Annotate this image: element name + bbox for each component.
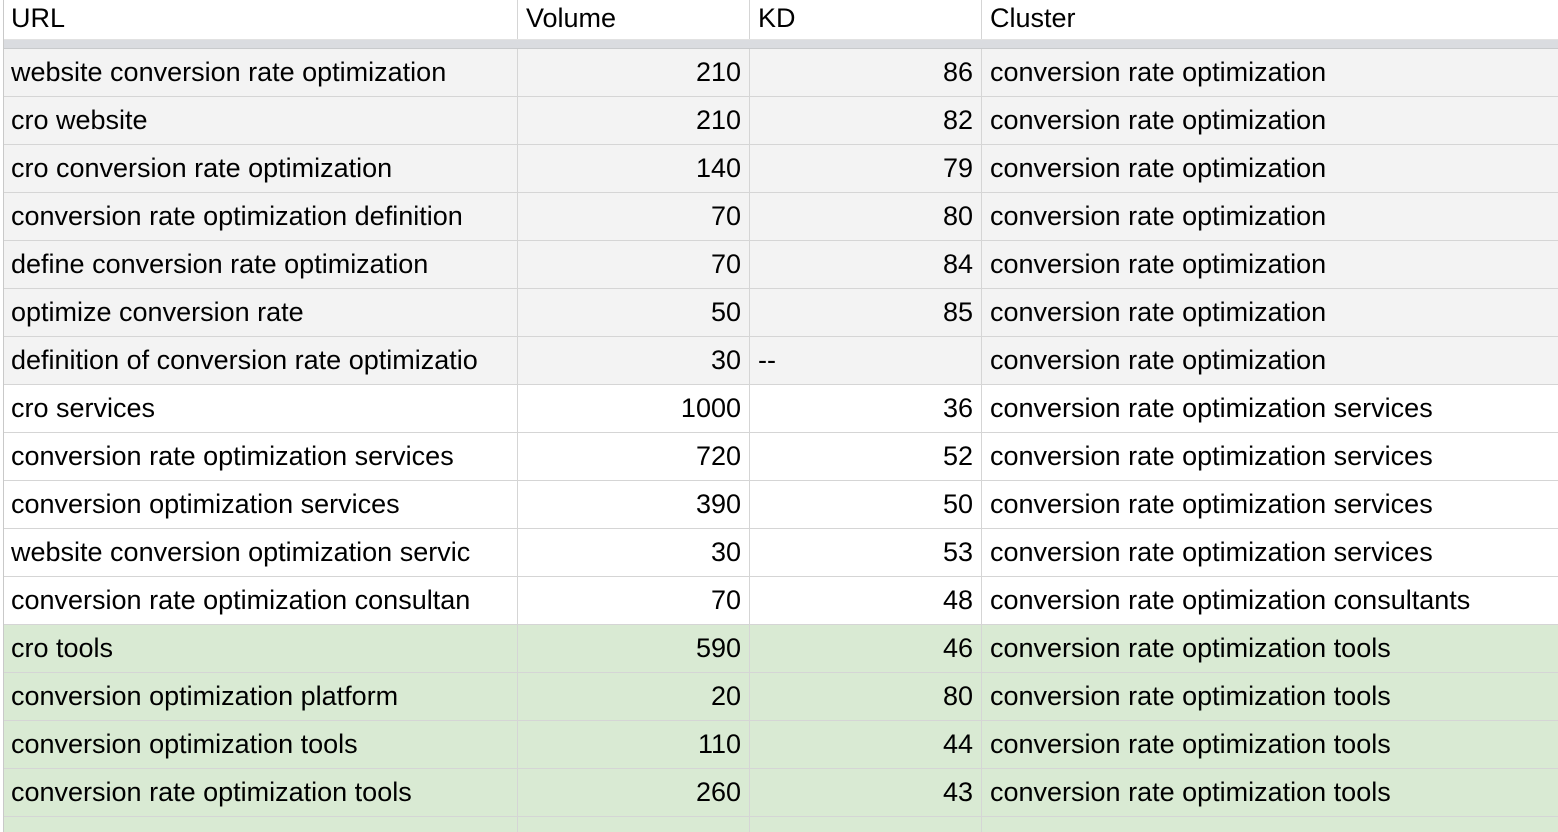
cell-volume[interactable]: 50 xyxy=(518,289,750,336)
column-header-url[interactable]: URL xyxy=(0,0,518,39)
column-header-cluster-label: Cluster xyxy=(990,3,1076,33)
table-row: conversion optimization tools 110 44 conver… xyxy=(0,721,1558,769)
cell-url[interactable]: cro services xyxy=(0,385,518,432)
table-row: conversion optimization platform 20 80 conv… xyxy=(0,673,1558,721)
table-row: definition of conversion rate optimizati… xyxy=(0,337,1558,385)
column-header-volume-label: Volume xyxy=(526,3,617,33)
cell-url[interactable]: conversion optimization services xyxy=(0,481,518,528)
cell-url[interactable]: conversion rate optimization definition xyxy=(0,193,518,240)
row-header-edge xyxy=(0,0,4,832)
cell-volume[interactable]: 30 xyxy=(518,337,750,384)
cell-cluster[interactable]: conversion rate optimization xyxy=(990,345,1327,375)
cell-cluster[interactable]: conversion rate optimization tools xyxy=(990,681,1391,711)
cell-kd[interactable]: 80 xyxy=(750,193,982,240)
cell-volume[interactable]: 210 xyxy=(518,97,750,144)
cell-cluster[interactable]: conversion rate optimization services xyxy=(990,537,1433,567)
cell-volume[interactable]: 140 xyxy=(518,145,750,192)
cell-volume[interactable]: 70 xyxy=(518,241,750,288)
cell-kd[interactable]: 43 xyxy=(750,769,982,816)
cell-cluster[interactable]: conversion rate optimization xyxy=(990,57,1327,87)
cell-url[interactable]: conversion optimization platform xyxy=(0,673,518,720)
cell-kd[interactable]: 53 xyxy=(750,529,982,576)
table-row: define conversion rate optimization 70 84 c… xyxy=(0,241,1558,289)
cell-url[interactable]: cro tools xyxy=(0,625,518,672)
cell-kd[interactable]: 52 xyxy=(750,433,982,480)
cell-kd[interactable]: 82 xyxy=(750,97,982,144)
column-header-kd-label: KD xyxy=(758,3,796,33)
cell-cluster[interactable]: conversion rate optimization tools xyxy=(990,729,1391,759)
cell-cluster[interactable]: conversion rate optimization xyxy=(990,153,1327,183)
cell-volume[interactable]: 390 xyxy=(518,481,750,528)
cell-url[interactable]: conversion optimization tools xyxy=(0,721,518,768)
cell-cluster[interactable]: conversion rate optimization services xyxy=(990,489,1433,519)
header-row: URL Volume KD Cluster xyxy=(0,0,1558,40)
cell-kd[interactable]: 86 xyxy=(750,49,982,96)
frozen-row-divider[interactable] xyxy=(0,40,1558,49)
column-header-kd[interactable]: KD xyxy=(750,0,982,39)
table-row: conversion rate optimization definition 7… xyxy=(0,193,1558,241)
cell-cluster[interactable]: conversion rate optimization consultants xyxy=(990,585,1471,615)
cell-cluster[interactable]: conversion rate optimization tools xyxy=(990,777,1391,807)
cell-url[interactable]: conversion rate optimization consultan xyxy=(0,577,518,624)
cell-volume[interactable]: 70 xyxy=(518,577,750,624)
cell-cluster[interactable]: conversion rate optimization tools xyxy=(990,633,1391,663)
column-header-volume[interactable]: Volume xyxy=(518,0,750,39)
cell-cluster[interactable]: conversion rate optimization xyxy=(990,201,1327,231)
partial-table-row xyxy=(0,817,1558,832)
cell-cluster[interactable]: conversion rate optimization services xyxy=(990,441,1433,471)
cell-volume[interactable]: 110 xyxy=(518,721,750,768)
cell-volume[interactable]: 1000 xyxy=(518,385,750,432)
cell-volume[interactable]: 720 xyxy=(518,433,750,480)
cell-volume[interactable]: 30 xyxy=(518,529,750,576)
cell-kd[interactable]: 48 xyxy=(750,577,982,624)
cell-kd[interactable]: 36 xyxy=(750,385,982,432)
cell-volume[interactable]: 210 xyxy=(518,49,750,96)
cell-url[interactable]: cro conversion rate optimization xyxy=(0,145,518,192)
table-row: cro website 210 82 conversion rate optimiza… xyxy=(0,97,1558,145)
cell-url[interactable]: website conversion optimization servic xyxy=(0,529,518,576)
cell-url[interactable]: conversion rate optimization services xyxy=(0,433,518,480)
cell-volume[interactable]: 590 xyxy=(518,625,750,672)
cell-url[interactable]: optimize conversion rate xyxy=(0,289,518,336)
cell-cluster[interactable]: conversion rate optimization xyxy=(990,249,1327,279)
table-row: cro tools 590 46 conversion rate optimizati… xyxy=(0,625,1558,673)
table-row: website conversion optimization servic 30… xyxy=(0,529,1558,577)
table-row: website conversion rate optimization 210 8… xyxy=(0,49,1558,97)
cell-url[interactable]: define conversion rate optimization xyxy=(0,241,518,288)
cell-kd[interactable]: 44 xyxy=(750,721,982,768)
cell-volume[interactable]: 20 xyxy=(518,673,750,720)
column-header-cluster[interactable]: Cluster xyxy=(982,0,1558,39)
cell-url[interactable]: cro website xyxy=(0,97,518,144)
cell-kd[interactable]: 84 xyxy=(750,241,982,288)
cell-volume[interactable]: 70 xyxy=(518,193,750,240)
cell-kd[interactable]: 46 xyxy=(750,625,982,672)
cell-kd[interactable]: 80 xyxy=(750,673,982,720)
table-row: cro conversion rate optimization 140 79 con… xyxy=(0,145,1558,193)
cell-kd[interactable]: -- xyxy=(750,337,982,384)
table-row: conversion rate optimization tools 260 43 c… xyxy=(0,769,1558,817)
table-row: conversion rate optimization consultan 70… xyxy=(0,577,1558,625)
cell-kd[interactable]: 85 xyxy=(750,289,982,336)
cell-cluster[interactable]: conversion rate optimization services xyxy=(990,393,1433,423)
table-row: conversion optimization services 390 50 con… xyxy=(0,481,1558,529)
cell-url[interactable]: website conversion rate optimization xyxy=(0,49,518,96)
cell-cluster[interactable]: conversion rate optimization xyxy=(990,105,1327,135)
table-row: cro services 1000 36 conversion rate optimi… xyxy=(0,385,1558,433)
table-row: conversion rate optimization services 720… xyxy=(0,433,1558,481)
table-row: optimize conversion rate 50 85 conversion r… xyxy=(0,289,1558,337)
cell-url[interactable]: conversion rate optimization tools xyxy=(0,769,518,816)
column-header-url-label: URL xyxy=(11,3,66,33)
cell-volume[interactable]: 260 xyxy=(518,769,750,816)
cell-kd[interactable]: 79 xyxy=(750,145,982,192)
cell-url[interactable]: definition of conversion rate optimizati… xyxy=(0,337,518,384)
cell-cluster[interactable]: conversion rate optimization xyxy=(990,297,1327,327)
cell-kd[interactable]: 50 xyxy=(750,481,982,528)
